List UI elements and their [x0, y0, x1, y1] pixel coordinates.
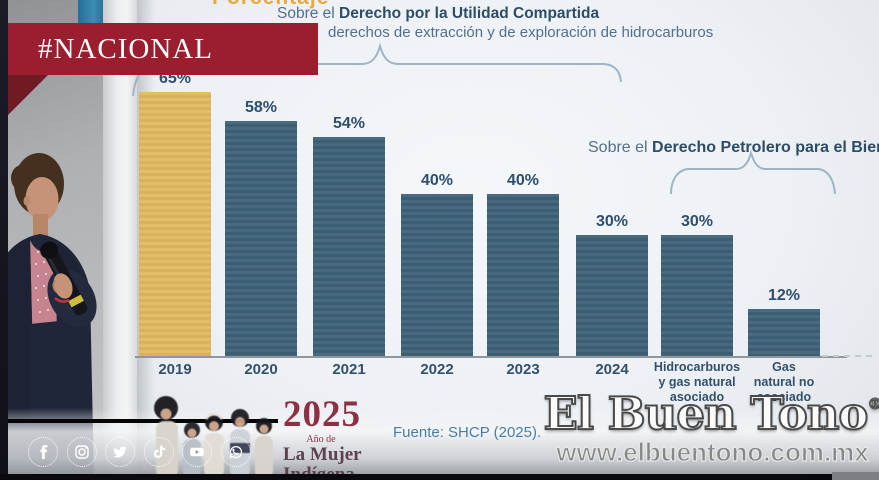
value-label-2024: 30%	[595, 213, 629, 230]
bar-2021: 54%	[313, 115, 385, 358]
facebook-icon	[28, 437, 58, 467]
bar-2021-fill	[313, 137, 385, 358]
x-label-gas-l3: asociado	[756, 390, 812, 404]
nacional-banner: #NACIONAL	[8, 23, 318, 75]
twitter-icon	[105, 437, 135, 467]
x-label-gas: Gas natural no asociado	[729, 360, 839, 405]
chart-title-porcentaje: Porcentaje	[212, 0, 329, 10]
logo-2025: 2025 Año de La Mujer Indígena	[283, 396, 362, 480]
instagram-icon	[66, 437, 97, 467]
x-label-hidrocarburos-l2: y gas natural	[658, 375, 736, 389]
x-label-2023: 2023	[506, 361, 540, 378]
x-axis-line	[135, 356, 847, 358]
x-label-2020: 2020	[244, 361, 278, 378]
bar-gas-no-asociado: 12%	[748, 287, 820, 358]
group1-subheading: derechos de extracción y de exploración …	[328, 24, 714, 41]
x-label-gas-l1: Gas	[772, 360, 796, 374]
bar-2020: 58%	[225, 99, 297, 358]
logo-2025-line1: La Mujer	[283, 444, 362, 465]
group2-heading: Sobre el Derecho Petrolero para el Bien	[588, 139, 879, 157]
group1-heading-strong: Derecho por la Utilidad Compartida	[339, 5, 600, 22]
x-label-gas-l2: natural no	[753, 375, 815, 389]
x-label-2021: 2021	[332, 361, 366, 378]
value-label-2022: 40%	[420, 172, 454, 189]
x-label-2024: 2024	[595, 361, 629, 378]
bar-2024-fill	[576, 235, 648, 358]
nacional-banner-label: #NACIONAL	[38, 33, 213, 65]
group2-heading-prefix: Sobre el	[588, 139, 653, 156]
x-label-hidrocarburos-l3: asociado	[669, 390, 725, 404]
whatsapp-icon	[220, 437, 251, 467]
youtube-icon	[182, 437, 212, 467]
divider-line	[3, 419, 278, 423]
group1-heading: Sobre el Derecho por la Utilidad Compart…	[277, 5, 599, 23]
x-label-2019: 2019	[158, 361, 192, 378]
group1-heading-prefix: Sobre el	[277, 5, 340, 22]
watermark-wordmark: El Buen Tono®	[540, 390, 879, 437]
frame-bottom-bar	[0, 474, 879, 480]
bar-2019: 65%	[139, 70, 211, 358]
logo-2025-subtitle: Año de	[306, 434, 336, 445]
frame-left-strip	[0, 0, 8, 480]
bar-hidrocarburos-fill	[661, 235, 733, 358]
banner-ribbon-fold	[8, 75, 48, 115]
screen-pillar-edge	[103, 0, 137, 480]
x-label-hidrocarburos-l1: Hidrocarburos	[653, 360, 741, 374]
bottom-right-tab	[832, 472, 879, 480]
logo-2025-year: 2025	[283, 394, 361, 435]
bar-2022: 40%	[401, 172, 473, 358]
bar-2022-fill	[401, 194, 473, 358]
x-label-hidrocarburos: Hidrocarburos y gas natural asociado	[642, 360, 752, 405]
source-note: Fuente: SHCP (2025).	[393, 424, 542, 441]
watermark: El Buen Tono® www.elbuentono.com.mx	[540, 390, 879, 468]
x-axis-dashed-tail	[822, 355, 872, 357]
value-label-gas: 12%	[767, 287, 801, 304]
group2-heading-strong: Derecho Petrolero para el Bien	[652, 139, 879, 156]
bar-gas-fill	[748, 309, 820, 358]
tiktok-icon	[143, 437, 174, 467]
bar-2019-fill	[139, 92, 211, 358]
value-label-2023: 40%	[506, 172, 540, 189]
bar-2020-fill	[225, 121, 297, 358]
bar-hidrocarburos-gas-asociado: 30%	[661, 213, 733, 358]
watermark-name-text: El Buen Tono	[543, 387, 870, 440]
value-label-2021: 54%	[332, 115, 366, 132]
watermark-url: www.elbuentono.com.mx	[556, 436, 870, 467]
value-label-2020: 58%	[244, 99, 278, 116]
value-label-hidrocarburos: 30%	[680, 213, 714, 230]
bar-2023-fill	[487, 194, 559, 358]
bar-2024: 30%	[576, 213, 648, 358]
registered-mark-icon: ®	[867, 395, 879, 413]
x-label-2022: 2022	[420, 361, 454, 378]
bar-2023: 40%	[487, 172, 559, 358]
social-icons-row	[28, 437, 251, 467]
